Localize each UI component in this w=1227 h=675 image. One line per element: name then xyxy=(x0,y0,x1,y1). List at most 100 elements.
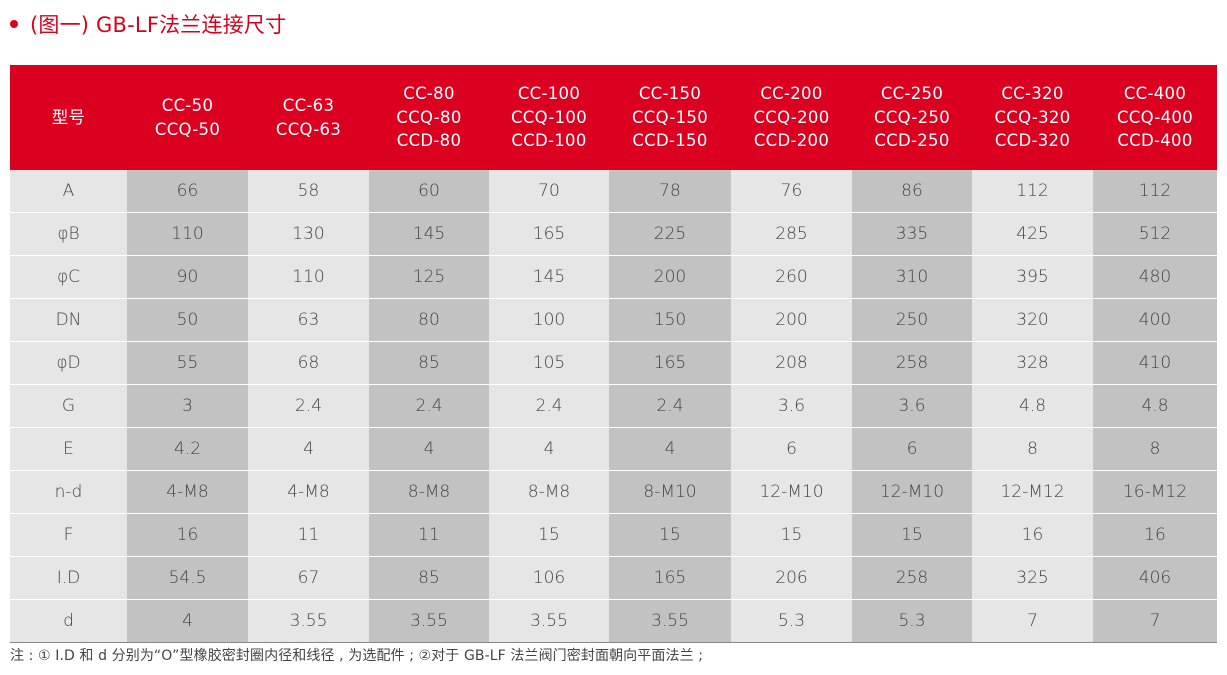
table-cell: 3 xyxy=(127,384,248,428)
row-label: φB xyxy=(10,212,127,256)
table-cell: 8-M8 xyxy=(369,470,489,514)
table-cell: 8-M10 xyxy=(609,470,731,514)
table-cell: 4 xyxy=(248,427,369,471)
table-cell: 5.3 xyxy=(731,599,852,643)
table-cell: 8-M8 xyxy=(489,470,609,514)
table-cell: 80 xyxy=(369,298,489,342)
model-header-cc-100: CC-100 CCQ-100 CCD-100 xyxy=(489,65,609,170)
table-cell: 130 xyxy=(248,212,369,256)
table-row: I.D 54.5 67 85 106 165 206 258 325 406 xyxy=(10,556,1217,600)
table-cell: 225 xyxy=(609,212,731,256)
table-cell: 145 xyxy=(489,255,609,299)
model-code: CCD-100 xyxy=(511,131,587,151)
table-cell: 76 xyxy=(731,170,852,213)
table-cell: 200 xyxy=(609,255,731,299)
model-code: CCQ-80 xyxy=(396,107,462,127)
table-cell: 70 xyxy=(489,170,609,213)
table-cell: 3.6 xyxy=(852,384,972,428)
table-cell: 4 xyxy=(609,427,731,471)
model-code: CC-250 xyxy=(880,84,944,104)
table-cell: 395 xyxy=(972,255,1093,299)
table-cell: 335 xyxy=(852,212,972,256)
table-cell: 150 xyxy=(609,298,731,342)
table-cell: 328 xyxy=(972,341,1093,385)
table-cell: 325 xyxy=(972,556,1093,600)
model-code: CCD-200 xyxy=(753,131,830,151)
model-code: CCD-150 xyxy=(632,131,708,151)
table-cell: 3.55 xyxy=(609,599,731,643)
table-row: G 3 2.4 2.4 2.4 2.4 3.6 3.6 4.8 4.8 xyxy=(10,384,1217,428)
model-code: CC-100 xyxy=(517,84,581,104)
table-cell: 54.5 xyxy=(127,556,248,600)
table-cell: 285 xyxy=(731,212,852,256)
table-cell: 67 xyxy=(248,556,369,600)
model-code: CCD-400 xyxy=(1117,131,1193,151)
model-header-cc-50: CC-50 CCQ-50 xyxy=(127,65,248,170)
bullet-icon xyxy=(10,20,18,28)
row-label: d xyxy=(10,599,127,643)
table-cell: 66 xyxy=(127,170,248,213)
table-row: φC 90 110 125 145 200 260 310 395 480 xyxy=(10,255,1217,299)
table-cell: 12-M10 xyxy=(852,470,972,514)
table-cell: 512 xyxy=(1093,212,1217,256)
table-cell: 85 xyxy=(369,341,489,385)
row-label: I.D xyxy=(10,556,127,600)
table-cell: 5.3 xyxy=(852,599,972,643)
table-cell: 110 xyxy=(248,255,369,299)
model-header-cc-150: CC-150 CCQ-150 CCD-150 xyxy=(609,65,731,170)
table-cell: 260 xyxy=(731,255,852,299)
table-cell: 4.2 xyxy=(127,427,248,471)
table-cell: 2.4 xyxy=(609,384,731,428)
table-row: A 66 58 60 70 78 76 86 112 112 xyxy=(10,170,1217,213)
model-code: CC-400 xyxy=(1123,84,1187,104)
model-code: CCQ-50 xyxy=(154,119,221,139)
model-header-cc-80: CC-80 CCQ-80 CCD-80 xyxy=(369,65,489,170)
table-cell: 250 xyxy=(852,298,972,342)
model-code: CC-50 xyxy=(161,96,214,115)
table-cell: 208 xyxy=(731,341,852,385)
table-cell: 2.4 xyxy=(248,384,369,428)
table-cell: 6 xyxy=(852,427,972,471)
row-label: A xyxy=(10,170,127,213)
model-code: CCD-80 xyxy=(396,131,462,151)
model-code: CCQ-100 xyxy=(510,107,588,127)
model-code: CC-63 xyxy=(282,96,335,115)
model-header-cc-320: CC-320 CCQ-320 CCD-320 xyxy=(972,65,1093,170)
section-title: (图一) GB-LF法兰连接尺寸 xyxy=(30,13,287,37)
table-cell: 78 xyxy=(609,170,731,213)
table-cell: 100 xyxy=(489,298,609,342)
model-code: CCD-320 xyxy=(994,131,1071,151)
table-cell: 8 xyxy=(1093,427,1217,471)
table-cell: 15 xyxy=(852,513,972,557)
table-cell: 16-M12 xyxy=(1093,470,1217,514)
table-cell: 105 xyxy=(489,341,609,385)
table-header-row: 型号 CC-50 CCQ-50 CC-63 CCQ-63 CC-80 CCQ-8… xyxy=(10,65,1217,170)
model-column-header: 型号 xyxy=(10,65,127,170)
row-label: φD xyxy=(10,341,127,385)
table-cell: 3.55 xyxy=(248,599,369,643)
section-heading: (图一) GB-LF法兰连接尺寸 xyxy=(10,6,286,42)
table-cell: 55 xyxy=(127,341,248,385)
table-cell: 16 xyxy=(1093,513,1217,557)
table-cell: 4.8 xyxy=(1093,384,1217,428)
table-cell: 406 xyxy=(1093,556,1217,600)
model-code: CC-320 xyxy=(1001,84,1064,104)
table-cell: 3.6 xyxy=(731,384,852,428)
model-code: CC-150 xyxy=(638,84,702,104)
table-cell: 206 xyxy=(731,556,852,600)
table-row: n-d 4-M8 4-M8 8-M8 8-M8 8-M10 12-M10 12-… xyxy=(10,470,1217,514)
table-cell: 16 xyxy=(127,513,248,557)
flange-dimension-table: 型号 CC-50 CCQ-50 CC-63 CCQ-63 CC-80 CCQ-8… xyxy=(10,65,1217,643)
table-cell: 165 xyxy=(609,341,731,385)
table-cell: 4.8 xyxy=(972,384,1093,428)
table-cell: 165 xyxy=(609,556,731,600)
model-header-cc-200: CC-200 CCQ-200 CCD-200 xyxy=(731,65,852,170)
row-label: DN xyxy=(10,298,127,342)
table-cell: 7 xyxy=(1093,599,1217,643)
table-cell: 258 xyxy=(852,341,972,385)
model-code: CCQ-250 xyxy=(873,107,951,127)
table-cell: 400 xyxy=(1093,298,1217,342)
table-cell: 2.4 xyxy=(369,384,489,428)
table-row: F 16 11 11 15 15 15 15 16 16 xyxy=(10,513,1217,557)
model-code: CCQ-63 xyxy=(275,119,342,139)
